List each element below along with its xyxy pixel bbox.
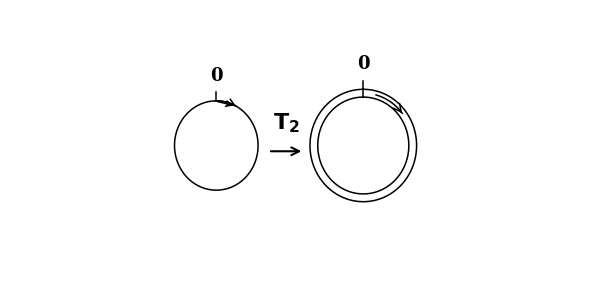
Text: 0: 0 bbox=[210, 67, 223, 85]
Text: 0: 0 bbox=[357, 56, 369, 73]
Text: $\mathbf{T_2}$: $\mathbf{T_2}$ bbox=[273, 112, 299, 135]
